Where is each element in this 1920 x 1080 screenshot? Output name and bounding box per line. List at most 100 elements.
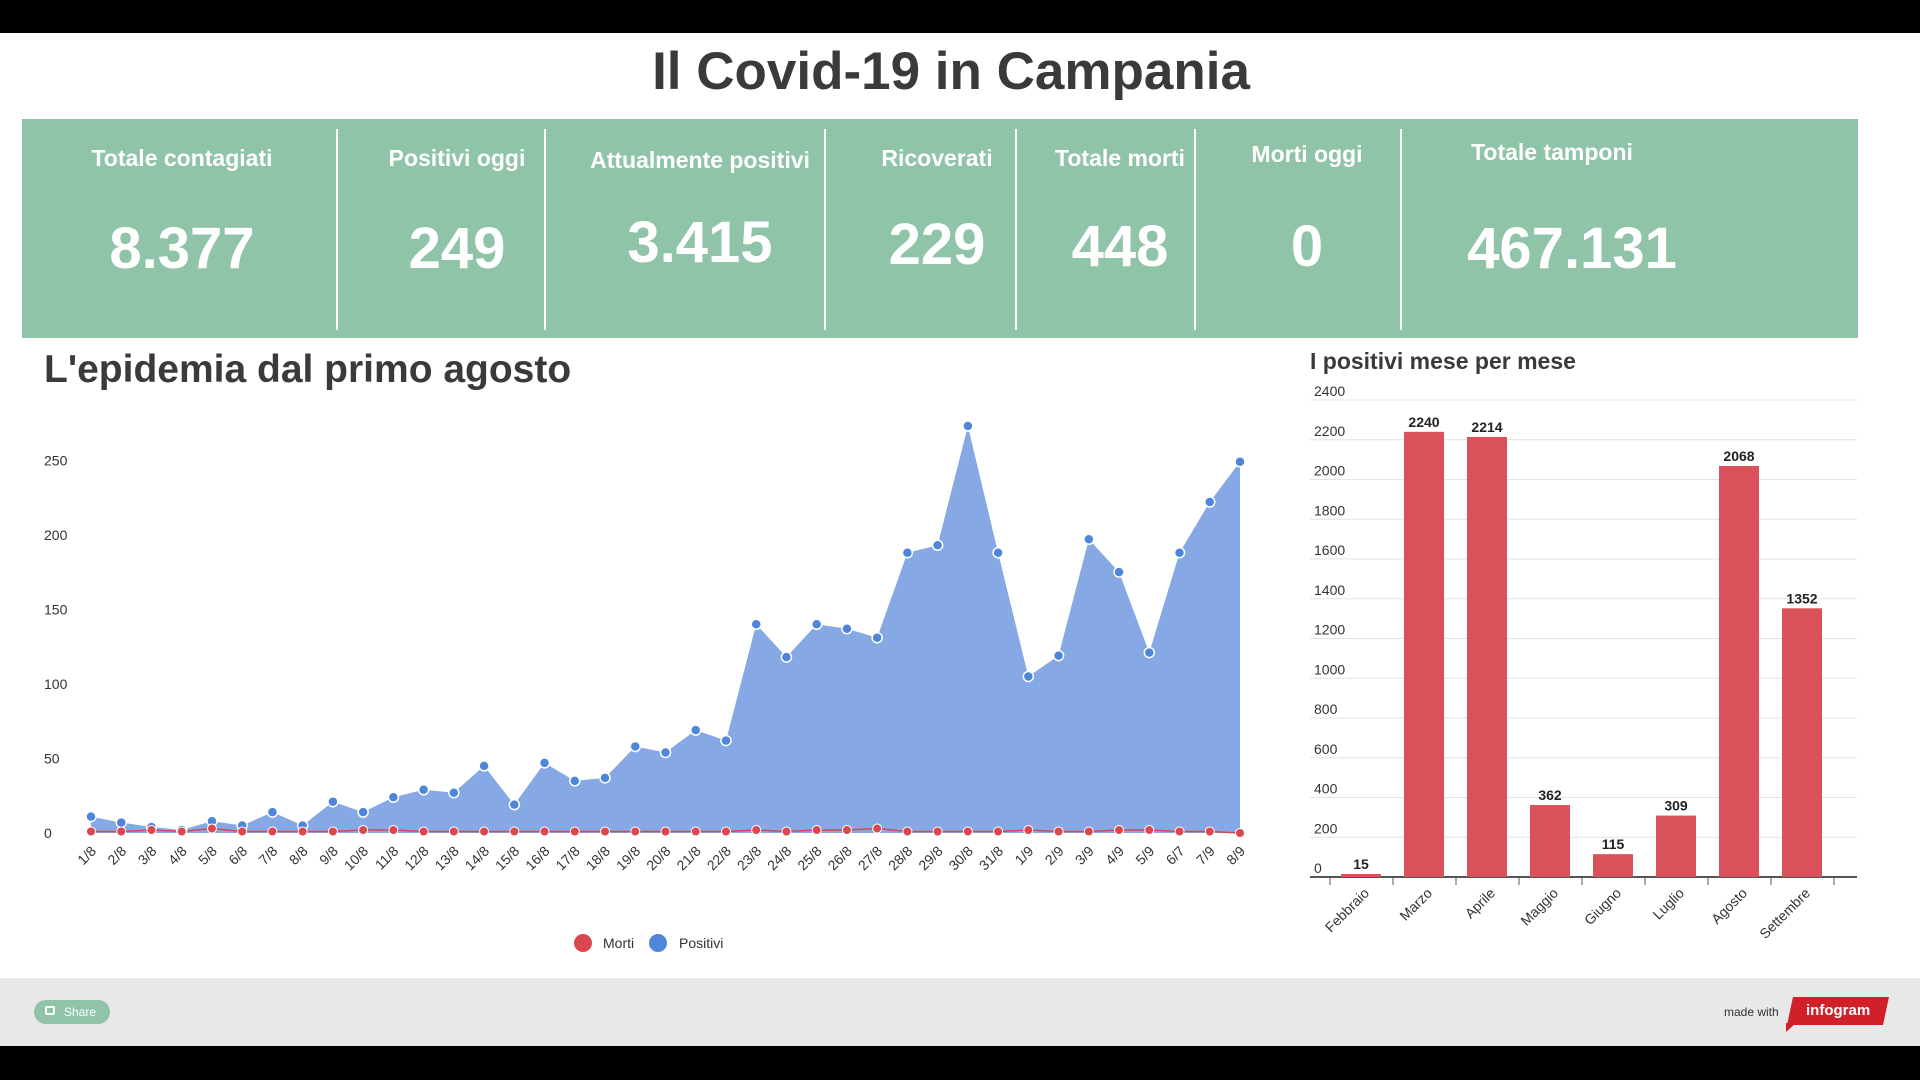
positivi-point [689,724,702,736]
share-button[interactable]: Share [34,1000,110,1024]
morti-point [720,826,731,837]
page-title: Il Covid-19 in Campania [652,42,1250,101]
morti-point [267,826,278,837]
positivi-point [1143,646,1156,659]
positivi-point [1173,546,1186,559]
stat-label: Totale morti [1055,145,1185,171]
bar [1467,436,1507,877]
positivi-point [750,618,762,631]
positivi-point [478,760,490,772]
positivi-point [1113,566,1125,578]
x-tick-label: Settembre [1756,885,1813,942]
morti-point [206,823,217,834]
bar [1656,815,1696,877]
morti-point [116,826,127,837]
morti-point [358,825,369,836]
stat-divider [336,129,338,330]
infogram-logo[interactable]: infogram [1787,997,1889,1025]
stat-totale-tamponi: Totale tamponi 467.131 [1422,119,1722,338]
morti-point [1023,825,1034,836]
bar [1404,431,1444,877]
stat-divider [824,129,826,330]
x-tick-label: Febbraio [1322,885,1373,936]
morti-point [751,825,762,836]
morti-point [781,826,792,837]
share-icon [45,1006,55,1015]
positivi-point [1234,456,1246,468]
positivi-point [599,772,611,784]
y-tick-label: 1000 [1314,661,1345,677]
y-tick-label: 50 [44,750,60,766]
stat-totale-contagiati: Totale contagiati 8.377 [62,119,302,338]
y-tick-label: 250 [44,452,68,468]
morti-point [479,826,490,837]
bar-value-label: 2240 [1408,414,1439,430]
y-tick-label: 2000 [1314,463,1345,479]
stat-value: 249 [408,216,506,281]
stats-panel: Totale contagiati 8.377 Positivi oggi 24… [22,119,1858,338]
bar-value-label: 2214 [1471,419,1502,435]
morti-point [146,825,157,836]
infogram-label: infogram [1805,1002,1871,1019]
morti-point [600,826,611,837]
morti-point [902,826,913,837]
positivi-point [901,546,914,559]
made-with-label: made with [1724,1005,1779,1019]
morti-point [690,826,701,837]
morti-point [993,826,1004,837]
stat-ricoverati: Ricoverati 229 [842,119,1032,338]
infogram-logo-tail [1786,1023,1796,1032]
y-tick-label: 200 [1314,820,1338,836]
positivi-area [91,425,1240,833]
y-tick-label: 2400 [1314,383,1345,399]
stat-divider [1400,129,1402,330]
y-tick-label: 100 [44,676,68,692]
morti-point [1235,828,1245,838]
stat-positivi-oggi: Positivi oggi 249 [352,119,562,338]
bar [1530,805,1570,877]
positivi-point [417,784,430,796]
y-tick-label: 600 [1314,741,1338,757]
x-tick-label: Marzo [1396,885,1435,924]
positivi-point [1204,496,1216,508]
positivi-point [659,746,672,759]
stat-attualmente-positivi: Attualmente positivi 3.415 [550,119,850,338]
legend-morti-label: Morti [603,935,634,951]
stat-label: Ricoverati [881,145,993,171]
stat-label: Morti oggi [1251,141,1363,167]
morti-point [811,825,822,836]
bar [1719,465,1759,877]
positivi-point [1022,670,1035,683]
positivi-point [387,791,400,803]
morti-point [86,826,96,837]
stat-divider [1015,129,1017,330]
positivi-point [85,810,97,823]
x-tick-label: Luglio [1649,885,1687,923]
positivi-point [992,546,1004,559]
morti-point [176,826,187,837]
morti-point [1204,826,1215,837]
morti-point [872,823,883,834]
stat-divider [544,129,546,330]
bar-value-label: 362 [1538,787,1562,803]
stat-value: 0 [1290,214,1324,279]
morti-point [1114,825,1125,836]
morti-point [448,826,459,837]
y-tick-label: 1200 [1314,622,1345,638]
legend-positivi-marker [649,934,667,952]
positivi-point [448,786,460,799]
positivi-point [871,631,883,644]
y-tick-label: 150 [44,601,68,617]
morti-point [1083,826,1094,837]
share-label: Share [64,1005,97,1019]
positivi-point [780,651,793,663]
y-tick-label: 1400 [1314,582,1345,598]
x-tick-label: Maggio [1517,885,1561,929]
y-tick-label: 200 [44,527,68,543]
bar-value-label: 1352 [1786,590,1817,606]
stat-value: 3.415 [627,210,773,275]
bar [1341,874,1381,877]
morti-point [237,826,248,837]
